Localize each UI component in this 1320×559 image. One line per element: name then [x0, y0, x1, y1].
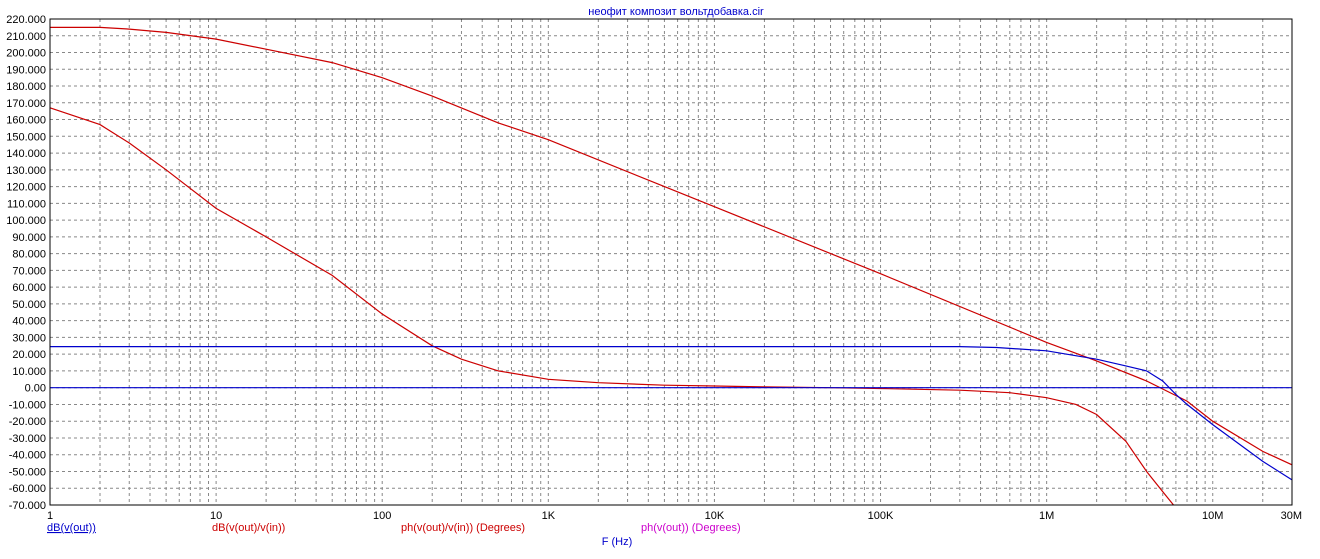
grid	[50, 19, 1292, 505]
y-tick-label: 70.000	[12, 265, 46, 277]
legend-entry: ph(v(out)/v(in)) (Degrees)	[401, 522, 525, 534]
series-line-0	[50, 26, 1293, 466]
y-tick-label: -60.000	[9, 483, 46, 495]
x-tick-label: 10M	[1202, 510, 1223, 522]
x-tick-label: 100K	[868, 510, 894, 522]
legend-entry: dB(v(out)/v(in))	[212, 522, 285, 534]
y-tick-label: 80.000	[12, 249, 46, 261]
y-tick-label: 40.000	[12, 316, 46, 328]
y-tick-label: 180.000	[6, 81, 46, 93]
y-tick-label: 130.000	[6, 165, 46, 177]
y-tick-label: 220.000	[6, 14, 46, 26]
x-tick-label: 30M	[1281, 510, 1302, 522]
y-tick-label: 90.000	[12, 232, 46, 244]
x-tick-label: 10K	[705, 510, 725, 522]
y-tick-label: 120.000	[6, 182, 46, 194]
series-line-1	[49, 107, 1174, 506]
y-tick-label: 50.000	[12, 299, 46, 311]
y-tick-label: 20.000	[12, 349, 46, 361]
y-tick-label: 210.000	[6, 31, 46, 43]
y-tick-label: -70.000	[9, 500, 46, 512]
x-axis-label: F (Hz)	[602, 536, 633, 548]
legend-entry: dB(v(out))	[47, 522, 96, 534]
y-tick-label: 140.000	[6, 148, 46, 160]
x-tick-label: 1K	[542, 510, 556, 522]
x-tick-label: 100	[373, 510, 391, 522]
x-tick-label: 1	[47, 510, 53, 522]
y-tick-label: -50.000	[9, 466, 46, 478]
y-tick-label: 200.000	[6, 48, 46, 60]
series-group	[49, 26, 1293, 506]
y-tick-label: 0.00	[25, 383, 46, 395]
y-tick-label: -20.000	[9, 416, 46, 428]
y-tick-label: 150.000	[6, 131, 46, 143]
y-tick-label: 60.000	[12, 282, 46, 294]
y-tick-label: -40.000	[9, 450, 46, 462]
y-tick-labels: 220.000 210.000 200.000 190.000 180.000 170.0…	[6, 14, 46, 512]
y-tick-label: 190.000	[6, 64, 46, 76]
y-tick-label: 30.000	[12, 332, 46, 344]
x-tick-labels: 1 10 100 1K 10K 100K 1M 10M 30M	[47, 510, 1302, 522]
legend: dB(v(out)) dB(v(out)/v(in)) ph(v(out)/v(in…	[47, 522, 741, 534]
plot-frame	[49, 18, 1293, 506]
series-line-2	[50, 346, 1293, 481]
y-tick-label: 100.000	[6, 215, 46, 227]
y-tick-label: -10.000	[9, 399, 46, 411]
legend-entry: ph(v(out)) (Degrees)	[641, 522, 741, 534]
chart-title: неофит композит вольтдобавка.cir	[588, 6, 764, 18]
y-tick-label: 160.000	[6, 115, 46, 127]
y-tick-label: -30.000	[9, 433, 46, 445]
y-tick-label: 10.000	[12, 366, 46, 378]
x-tick-label: 10	[210, 510, 222, 522]
y-tick-label: 110.000	[7, 198, 46, 210]
y-tick-label: 170.000	[6, 98, 46, 110]
x-tick-label: 1M	[1039, 510, 1054, 522]
